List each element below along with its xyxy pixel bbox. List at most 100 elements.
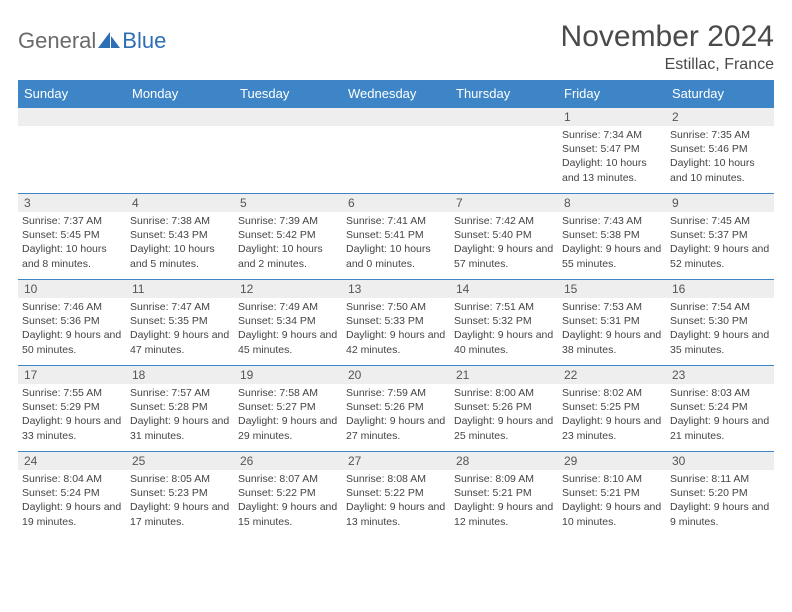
day-number: 29	[558, 452, 666, 470]
day-number: 19	[234, 366, 342, 384]
day-cell: 6Sunrise: 7:41 AMSunset: 5:41 PMDaylight…	[342, 194, 450, 280]
week-row: 1Sunrise: 7:34 AMSunset: 5:47 PMDaylight…	[18, 108, 774, 194]
day-detail: Sunrise: 8:03 AMSunset: 5:24 PMDaylight:…	[666, 384, 774, 445]
day-number: 13	[342, 280, 450, 298]
day-number: 7	[450, 194, 558, 212]
title-block: November 2024 Estillac, France	[561, 20, 774, 74]
day-cell: 28Sunrise: 8:09 AMSunset: 5:21 PMDayligh…	[450, 452, 558, 538]
day-detail: Sunrise: 8:07 AMSunset: 5:22 PMDaylight:…	[234, 470, 342, 531]
month-title: November 2024	[561, 20, 774, 54]
day-cell	[234, 108, 342, 194]
day-number: 28	[450, 452, 558, 470]
day-number: 4	[126, 194, 234, 212]
day-cell: 22Sunrise: 8:02 AMSunset: 5:25 PMDayligh…	[558, 366, 666, 452]
day-detail: Sunrise: 7:43 AMSunset: 5:38 PMDaylight:…	[558, 212, 666, 273]
day-detail: Sunrise: 7:37 AMSunset: 5:45 PMDaylight:…	[18, 212, 126, 273]
day-cell: 25Sunrise: 8:05 AMSunset: 5:23 PMDayligh…	[126, 452, 234, 538]
day-cell: 1Sunrise: 7:34 AMSunset: 5:47 PMDaylight…	[558, 108, 666, 194]
day-detail: Sunrise: 8:09 AMSunset: 5:21 PMDaylight:…	[450, 470, 558, 531]
day-cell	[18, 108, 126, 194]
day-cell	[126, 108, 234, 194]
day-detail: Sunrise: 7:47 AMSunset: 5:35 PMDaylight:…	[126, 298, 234, 359]
day-number: 16	[666, 280, 774, 298]
day-cell: 21Sunrise: 8:00 AMSunset: 5:26 PMDayligh…	[450, 366, 558, 452]
day-detail: Sunrise: 7:54 AMSunset: 5:30 PMDaylight:…	[666, 298, 774, 359]
day-detail: Sunrise: 7:49 AMSunset: 5:34 PMDaylight:…	[234, 298, 342, 359]
day-number: 10	[18, 280, 126, 298]
day-header-cell: Friday	[558, 80, 666, 108]
day-number: 24	[18, 452, 126, 470]
day-cell: 9Sunrise: 7:45 AMSunset: 5:37 PMDaylight…	[666, 194, 774, 280]
day-detail: Sunrise: 7:45 AMSunset: 5:37 PMDaylight:…	[666, 212, 774, 273]
day-header-cell: Tuesday	[234, 80, 342, 108]
day-cell: 7Sunrise: 7:42 AMSunset: 5:40 PMDaylight…	[450, 194, 558, 280]
day-detail: Sunrise: 7:38 AMSunset: 5:43 PMDaylight:…	[126, 212, 234, 273]
day-number: 1	[558, 108, 666, 126]
day-cell: 27Sunrise: 8:08 AMSunset: 5:22 PMDayligh…	[342, 452, 450, 538]
day-cell: 16Sunrise: 7:54 AMSunset: 5:30 PMDayligh…	[666, 280, 774, 366]
day-number: 25	[126, 452, 234, 470]
brand-logo: General Blue	[18, 20, 166, 54]
day-detail: Sunrise: 8:11 AMSunset: 5:20 PMDaylight:…	[666, 470, 774, 531]
day-detail: Sunrise: 7:42 AMSunset: 5:40 PMDaylight:…	[450, 212, 558, 273]
day-detail: Sunrise: 7:57 AMSunset: 5:28 PMDaylight:…	[126, 384, 234, 445]
day-cell: 3Sunrise: 7:37 AMSunset: 5:45 PMDaylight…	[18, 194, 126, 280]
day-number: 26	[234, 452, 342, 470]
day-detail: Sunrise: 7:58 AMSunset: 5:27 PMDaylight:…	[234, 384, 342, 445]
calendar-body: 1Sunrise: 7:34 AMSunset: 5:47 PMDaylight…	[18, 108, 774, 538]
day-number	[126, 108, 234, 126]
day-detail: Sunrise: 7:59 AMSunset: 5:26 PMDaylight:…	[342, 384, 450, 445]
brand-part1: General	[18, 28, 96, 54]
day-number: 2	[666, 108, 774, 126]
day-cell: 14Sunrise: 7:51 AMSunset: 5:32 PMDayligh…	[450, 280, 558, 366]
day-number: 18	[126, 366, 234, 384]
day-detail: Sunrise: 7:53 AMSunset: 5:31 PMDaylight:…	[558, 298, 666, 359]
day-cell: 8Sunrise: 7:43 AMSunset: 5:38 PMDaylight…	[558, 194, 666, 280]
day-detail: Sunrise: 7:39 AMSunset: 5:42 PMDaylight:…	[234, 212, 342, 273]
day-number: 5	[234, 194, 342, 212]
sail-icon	[98, 32, 120, 50]
day-number: 21	[450, 366, 558, 384]
day-detail: Sunrise: 8:04 AMSunset: 5:24 PMDaylight:…	[18, 470, 126, 531]
day-detail: Sunrise: 8:08 AMSunset: 5:22 PMDaylight:…	[342, 470, 450, 531]
day-cell	[342, 108, 450, 194]
day-number: 3	[18, 194, 126, 212]
day-cell: 17Sunrise: 7:55 AMSunset: 5:29 PMDayligh…	[18, 366, 126, 452]
day-number	[342, 108, 450, 126]
day-number: 20	[342, 366, 450, 384]
day-detail: Sunrise: 8:05 AMSunset: 5:23 PMDaylight:…	[126, 470, 234, 531]
day-cell: 26Sunrise: 8:07 AMSunset: 5:22 PMDayligh…	[234, 452, 342, 538]
day-detail: Sunrise: 8:02 AMSunset: 5:25 PMDaylight:…	[558, 384, 666, 445]
day-cell: 29Sunrise: 8:10 AMSunset: 5:21 PMDayligh…	[558, 452, 666, 538]
day-detail: Sunrise: 7:51 AMSunset: 5:32 PMDaylight:…	[450, 298, 558, 359]
day-number: 14	[450, 280, 558, 298]
week-row: 3Sunrise: 7:37 AMSunset: 5:45 PMDaylight…	[18, 194, 774, 280]
day-cell	[450, 108, 558, 194]
day-number	[234, 108, 342, 126]
day-detail: Sunrise: 7:34 AMSunset: 5:47 PMDaylight:…	[558, 126, 666, 187]
day-header-cell: Wednesday	[342, 80, 450, 108]
day-detail: Sunrise: 7:35 AMSunset: 5:46 PMDaylight:…	[666, 126, 774, 187]
day-number: 12	[234, 280, 342, 298]
day-header-cell: Saturday	[666, 80, 774, 108]
day-header-cell: Thursday	[450, 80, 558, 108]
day-number: 22	[558, 366, 666, 384]
day-cell: 12Sunrise: 7:49 AMSunset: 5:34 PMDayligh…	[234, 280, 342, 366]
day-number: 15	[558, 280, 666, 298]
header: General Blue November 2024 Estillac, Fra…	[18, 20, 774, 74]
day-detail: Sunrise: 8:00 AMSunset: 5:26 PMDaylight:…	[450, 384, 558, 445]
day-cell: 15Sunrise: 7:53 AMSunset: 5:31 PMDayligh…	[558, 280, 666, 366]
day-detail: Sunrise: 7:55 AMSunset: 5:29 PMDaylight:…	[18, 384, 126, 445]
day-cell: 30Sunrise: 8:11 AMSunset: 5:20 PMDayligh…	[666, 452, 774, 538]
day-detail: Sunrise: 7:46 AMSunset: 5:36 PMDaylight:…	[18, 298, 126, 359]
day-cell: 19Sunrise: 7:58 AMSunset: 5:27 PMDayligh…	[234, 366, 342, 452]
brand-part2: Blue	[122, 28, 166, 54]
day-cell: 11Sunrise: 7:47 AMSunset: 5:35 PMDayligh…	[126, 280, 234, 366]
day-detail: Sunrise: 8:10 AMSunset: 5:21 PMDaylight:…	[558, 470, 666, 531]
day-cell: 5Sunrise: 7:39 AMSunset: 5:42 PMDaylight…	[234, 194, 342, 280]
day-cell: 23Sunrise: 8:03 AMSunset: 5:24 PMDayligh…	[666, 366, 774, 452]
week-row: 10Sunrise: 7:46 AMSunset: 5:36 PMDayligh…	[18, 280, 774, 366]
day-number	[18, 108, 126, 126]
day-number: 17	[18, 366, 126, 384]
day-header-cell: Sunday	[18, 80, 126, 108]
